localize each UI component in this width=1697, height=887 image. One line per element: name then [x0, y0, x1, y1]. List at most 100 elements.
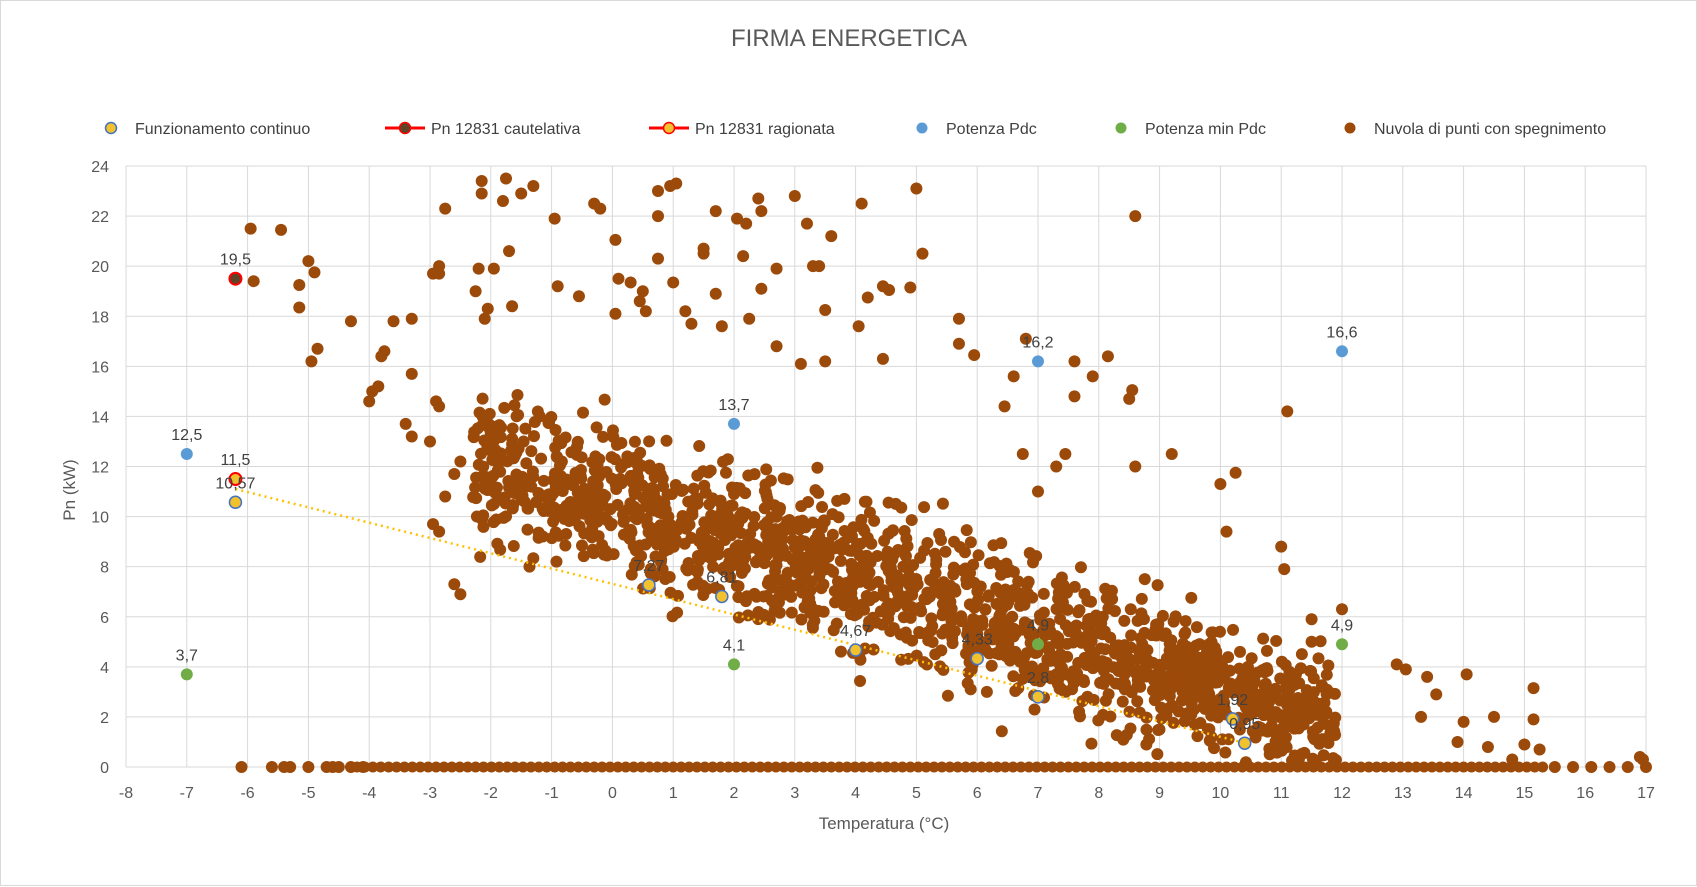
cloud-point: [536, 489, 549, 502]
cloud-point: [972, 580, 985, 593]
cloud-point-zero: [525, 761, 537, 773]
cloud-point-zero: [1268, 761, 1280, 773]
cloud-point: [493, 419, 506, 432]
cloud-point-zero: [1165, 761, 1177, 773]
cloud-point: [1054, 613, 1067, 626]
cloud-point-zero: [873, 761, 885, 773]
cloud-point: [990, 598, 1003, 611]
cloud-point-zero: [983, 761, 995, 773]
cloud-point: [697, 247, 710, 260]
cloud-point: [1027, 556, 1040, 569]
cloud-point: [914, 551, 927, 564]
cloud-point: [1152, 618, 1165, 631]
cloud-point: [900, 532, 913, 545]
cloud-point: [812, 486, 825, 499]
cloud-point: [872, 575, 885, 588]
cloud-point-zero: [1434, 761, 1446, 773]
cloud-point: [781, 566, 794, 579]
cloud-point: [405, 367, 418, 380]
cloud-point: [559, 539, 572, 552]
cloud-point: [854, 653, 867, 666]
cloud-point: [577, 406, 590, 419]
cloud-point: [587, 547, 600, 560]
cloud-point-zero: [1110, 761, 1122, 773]
cloud-point-zero: [367, 761, 379, 773]
cloud-point: [405, 312, 418, 325]
cloud-point: [485, 499, 498, 512]
cloud-point: [1390, 658, 1403, 671]
cloud-point-zero: [549, 761, 561, 773]
cloud-point: [687, 578, 700, 591]
cloud-point: [905, 514, 918, 527]
cloud-point: [1037, 662, 1050, 675]
cloud-point-zero: [936, 761, 948, 773]
legend-item-funzionamento-continuo: Funzionamento continuo: [104, 121, 310, 138]
cloud-point: [1065, 671, 1078, 684]
cloud-point: [293, 301, 306, 314]
cloud-point: [876, 352, 889, 365]
x-tick-label: -5: [301, 785, 315, 802]
cloud-point: [1061, 603, 1074, 616]
cloud-point: [994, 635, 1007, 648]
cloud-point: [1283, 665, 1296, 678]
series-4-point: [728, 658, 740, 671]
cloud-point: [1421, 670, 1434, 683]
cloud-point: [952, 337, 965, 350]
cloud-point: [1295, 648, 1308, 661]
data-label: 4,67: [840, 623, 871, 640]
cloud-point: [527, 430, 540, 443]
cloud-point: [1180, 640, 1193, 653]
cloud-point: [624, 523, 637, 536]
cloud-point: [728, 488, 741, 501]
cloud-point: [1183, 706, 1196, 719]
cloud-point: [962, 666, 975, 679]
cloud-point: [1073, 604, 1086, 617]
cloud-point: [575, 451, 588, 464]
cloud-point: [1013, 599, 1026, 612]
legend-marker-nuvola-di-punti: [1344, 122, 1356, 134]
cloud-point: [494, 465, 507, 478]
cloud-point: [1135, 592, 1148, 605]
cloud-point-zero: [359, 761, 371, 773]
cloud-point: [571, 435, 584, 448]
x-tick-label: -6: [240, 785, 254, 802]
cloud-point: [1052, 672, 1065, 685]
x-tick-label: -4: [362, 785, 376, 802]
cloud-point: [1336, 603, 1348, 616]
cloud-point-zero: [1323, 761, 1335, 773]
cloud-point: [1096, 628, 1109, 641]
cloud-point-zero: [557, 761, 569, 773]
cloud-point: [669, 479, 682, 492]
cloud-point-zero: [541, 761, 553, 773]
cloud-point: [857, 522, 870, 535]
cloud-point: [683, 518, 696, 531]
cloud-point: [527, 180, 540, 193]
cloud-point: [1312, 652, 1325, 665]
cloud-point: [715, 320, 728, 333]
cloud-point: [433, 525, 446, 538]
cloud-point: [913, 625, 926, 638]
cloud-point: [612, 272, 625, 285]
cloud-point: [1117, 733, 1130, 746]
cloud-point: [1098, 659, 1111, 672]
cloud-point: [1055, 661, 1068, 674]
cloud-point: [752, 192, 765, 205]
cloud-point-zero: [1513, 761, 1525, 773]
cloud-point: [936, 627, 949, 640]
cloud-point: [1215, 671, 1228, 684]
cloud-point: [644, 567, 657, 580]
cloud-point: [469, 285, 482, 298]
cloud-point: [1316, 679, 1329, 692]
cloud-point: [265, 761, 278, 773]
cloud-point: [685, 317, 698, 330]
legend-label-potenza-min-pdc: Potenza min Pdc: [1145, 121, 1266, 138]
y-tick-label: 8: [100, 560, 109, 577]
cloud-point-zero: [857, 761, 869, 773]
cloud-point: [585, 531, 598, 544]
y-tick-label: 24: [91, 159, 109, 176]
cloud-point: [1068, 355, 1081, 368]
cloud-point: [867, 643, 880, 656]
cloud-point-zero: [683, 761, 695, 773]
cloud-point: [678, 537, 691, 550]
cloud-point-zero: [1173, 761, 1185, 773]
